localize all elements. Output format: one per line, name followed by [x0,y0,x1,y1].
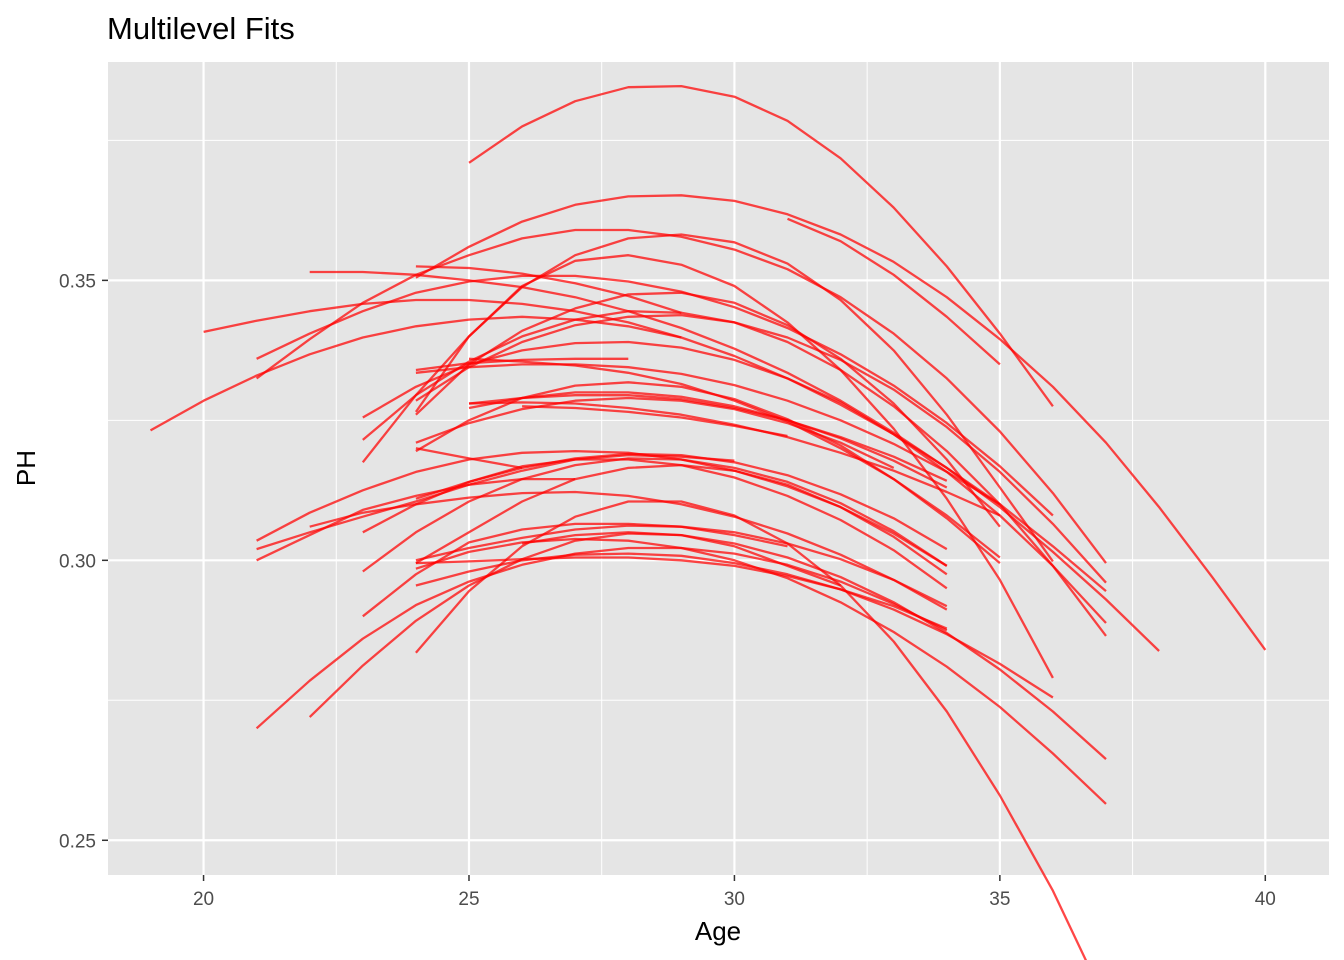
minor-gridlines [108,62,1329,875]
x-tick-label: 30 [724,889,745,910]
series-line-6 [203,298,1107,592]
x-axis-title: Age [695,916,741,946]
series-line-17 [415,363,1001,506]
y-tick-label: 0.30 [59,551,96,572]
series-line-42 [415,556,948,630]
series-line-41 [521,531,1107,760]
series-line-38 [255,546,948,730]
series-line-9 [415,265,682,314]
x-tick-label: 35 [989,889,1010,910]
x-tick-label: 25 [458,889,479,910]
series-line-11 [414,254,1054,679]
x-tick-label: 40 [1255,889,1276,910]
series-line-20 [415,396,895,469]
series-line-15 [415,291,1001,528]
series-line-2 [415,194,1267,651]
series-line-21 [468,391,948,489]
series-line-33 [415,463,948,576]
y-tick-label: 0.25 [59,831,96,852]
series-line-31 [362,458,948,590]
series-line-5 [309,270,1160,652]
series-line-1 [468,84,1054,407]
series-line-22 [468,394,948,482]
series-line-16 [415,357,629,372]
chart-title: Multilevel Fits [107,11,295,46]
y-axis: 0.25 0.30 0.35 [59,271,108,852]
series-lines [149,84,1267,960]
series-line-8 [256,274,1054,517]
y-axis-title: PH [11,450,41,486]
series-line-24 [522,405,788,438]
x-axis: 20 25 30 35 40 [193,875,1276,910]
series-line-32 [362,457,948,573]
series-line-3 [787,217,1001,366]
series-line-13 [415,313,1107,584]
series-line-39 [308,532,841,718]
series-line-4 [255,228,1107,564]
y-tick-label: 0.35 [59,271,96,292]
x-tick-label: 20 [193,889,214,910]
series-line-28 [256,453,735,551]
